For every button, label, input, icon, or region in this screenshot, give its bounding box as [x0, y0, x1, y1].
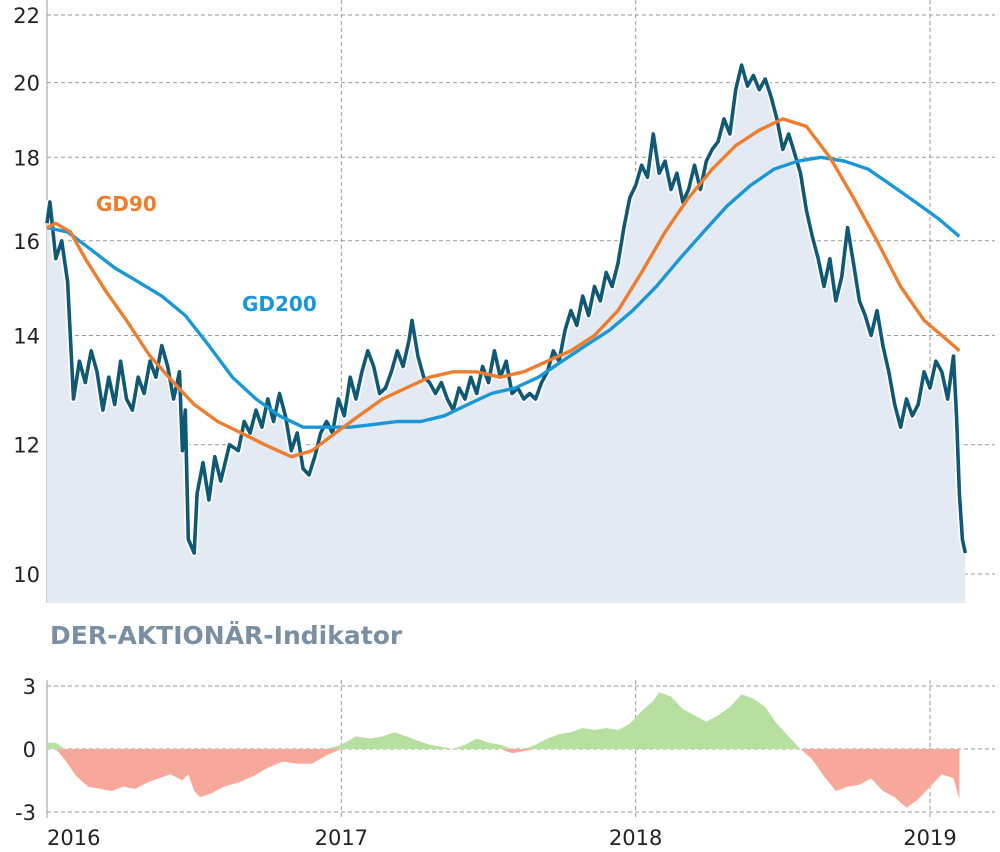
indicator-y-tick-label: 3: [23, 675, 36, 699]
price-line: [45, 63, 968, 555]
indicator-y-tick-label: -3: [15, 801, 36, 825]
x-tick-label: 2017: [315, 826, 368, 850]
indicator-negative-area: [47, 749, 960, 808]
indicator-positive-area: [47, 692, 960, 749]
y-tick-label: 22: [13, 4, 40, 28]
indicator-y-tick-label: 0: [23, 738, 36, 762]
main-panel: 10 12 14 16 18 20 22 GD90 GD200: [13, 0, 995, 604]
y-tick-label: 16: [13, 230, 40, 254]
x-tick-label: 2016: [47, 826, 100, 850]
indicator-panel: 3 0 -3: [15, 675, 995, 825]
gd200-line: [46, 155, 961, 429]
x-tick-label: 2018: [609, 826, 662, 850]
y-tick-label: 20: [13, 72, 40, 96]
indicator-title: DER-AKTIONÄR-Indikator: [50, 620, 403, 650]
y-tick-label: 14: [13, 324, 40, 348]
y-tick-label: 10: [13, 563, 40, 587]
x-tick-label: 2019: [903, 826, 956, 850]
x-axis-ticks: 2016 2017 2018 2019: [47, 826, 957, 850]
gd90-legend-label: GD90: [96, 192, 157, 216]
indicator-y-axis-ticks: 3 0 -3: [15, 675, 36, 825]
gd90-line: [46, 117, 961, 459]
main-y-axis-ticks: 10 12 14 16 18 20 22: [13, 4, 40, 587]
gd200-legend-label: GD200: [242, 292, 317, 316]
y-tick-label: 12: [13, 434, 40, 458]
y-tick-label: 18: [13, 146, 40, 170]
